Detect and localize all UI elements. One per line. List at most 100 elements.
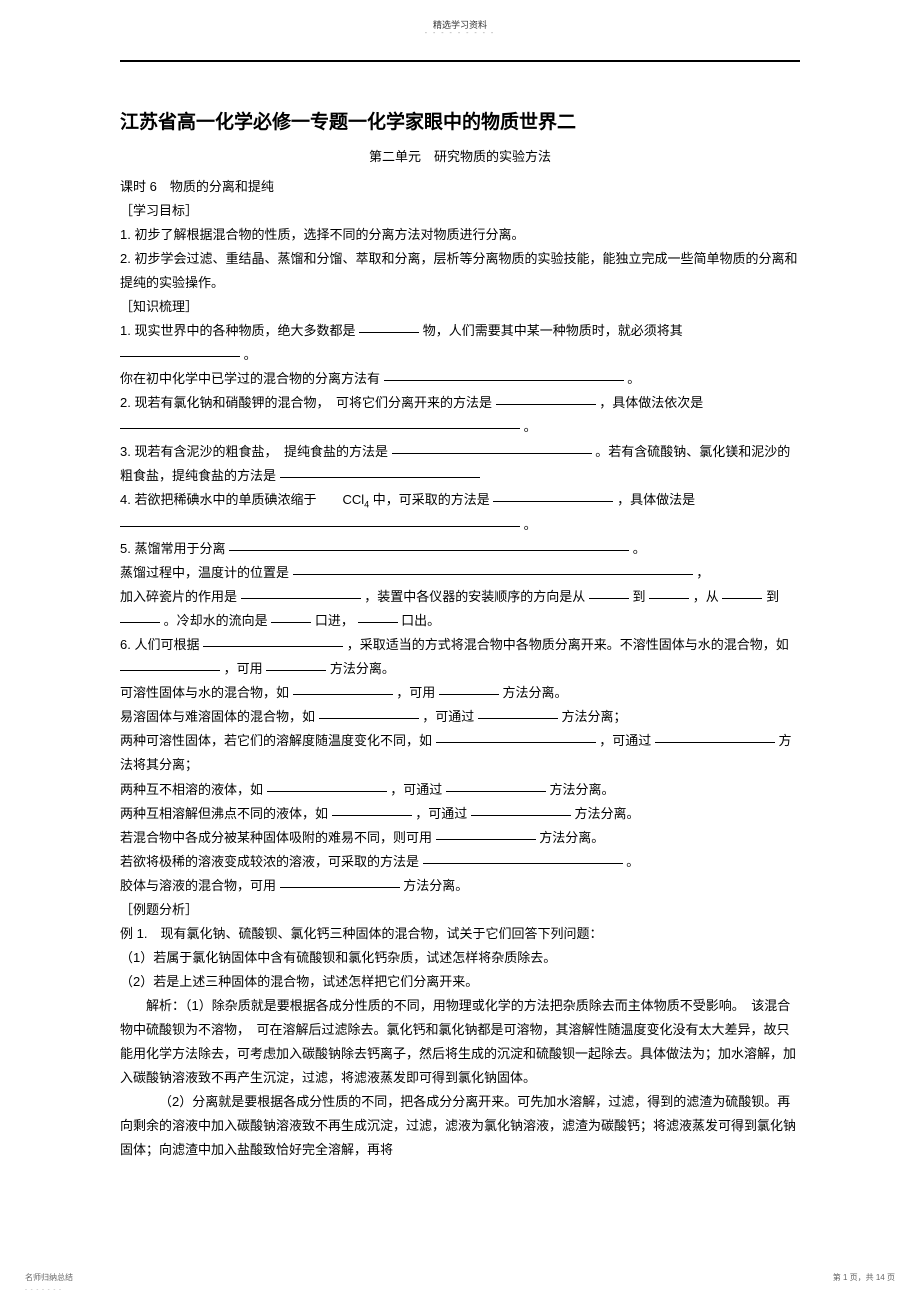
knowledge-item-4: 4. 若欲把稀碘水中的单质碘浓缩于 CCl4 中，可采取的方法是 ，具体做法是 … <box>120 488 800 537</box>
goals-heading: ［学习目标］ <box>120 199 800 223</box>
text: 两种互不相溶的液体，如 <box>120 782 263 797</box>
knowledge-item-6g: 若混合物中各成分被某种固体吸附的难易不同，则可用 方法分离。 <box>120 826 800 850</box>
knowledge-item-6f: 两种互相溶解但沸点不同的液体，如 ，可通过 方法分离。 <box>120 802 800 826</box>
example-1-q2: （2）若是上述三种固体的混合物，试述怎样把它们分离开来。 <box>120 970 800 994</box>
knowledge-item-6c: 易溶固体与难溶固体的混合物，如 ，可通过 方法分离； <box>120 705 800 729</box>
text: ，可通过 <box>422 709 474 724</box>
blank <box>267 791 387 792</box>
text: 到 <box>633 589 646 604</box>
examples-heading: ［例题分析］ <box>120 898 800 922</box>
text: 页，共 <box>847 1273 875 1282</box>
blank <box>280 477 480 478</box>
text: 可溶性固体与水的混合物，如 <box>120 685 289 700</box>
text: 方法分离。 <box>550 782 615 797</box>
goal-1: 1. 初步了解根据混合物的性质，选择不同的分离方法对物质进行分离。 <box>120 223 800 247</box>
blank <box>293 694 393 695</box>
text: 方法分离。 <box>539 830 604 845</box>
blank <box>229 550 629 551</box>
text: ，可用 <box>396 685 435 700</box>
text: ，可通过 <box>390 782 442 797</box>
text: 口出。 <box>401 613 440 628</box>
text: 。 <box>524 517 537 532</box>
text: ，可通过 <box>415 806 467 821</box>
goal-2: 2. 初步学会过滤、重结晶、蒸馏和分馏、萃取和分离，层析等分离物质的实验技能，能… <box>120 247 800 295</box>
knowledge-item-6d: 两种可溶性固体，若它们的溶解度随温度变化不同，如 ，可通过 方法将其分离； <box>120 729 800 777</box>
text: 两种互相溶解但沸点不同的液体，如 <box>120 806 328 821</box>
blank <box>332 815 412 816</box>
knowledge-item-1: 1. 现实世界中的各种物质，绝大多数都是 物，人们需要其中某一种物质时，就必须将… <box>120 319 800 367</box>
text: 1. 现实世界中的各种物质，绝大多数都是 <box>120 323 355 338</box>
knowledge-item-6e: 两种互不相溶的液体，如 ，可通过 方法分离。 <box>120 778 800 802</box>
knowledge-item-6: 6. 人们可根据 ，采取适当的方式将混合物中各物质分离开来。不溶性固体与水的混合… <box>120 633 800 681</box>
blank <box>120 526 520 527</box>
blank <box>280 887 400 888</box>
example-1-q1: （1）若属于氯化钠固体中含有硫酸钡和氯化钙杂质，试述怎样将杂质除去。 <box>120 946 800 970</box>
knowledge-item-6h: 若欲将极稀的溶液变成较浓的溶液，可采取的方法是 。 <box>120 850 800 874</box>
blank <box>496 404 596 405</box>
knowledge-heading: ［知识梳理］ <box>120 295 800 319</box>
blank <box>120 670 220 671</box>
blank <box>439 694 499 695</box>
blank <box>655 742 775 743</box>
text: 两种可溶性固体，若它们的溶解度随温度变化不同，如 <box>120 733 432 748</box>
example-1: 例 1. 现有氯化钠、硫酸钡、氯化钙三种固体的混合物，试关于它们回答下列问题： <box>120 922 800 946</box>
blank <box>241 598 361 599</box>
knowledge-item-5c: 加入碎瓷片的作用是 ，装置中各仪器的安装顺序的方向是从 到 ，从 到 。冷却水的… <box>120 585 800 633</box>
text: ，从 <box>693 589 719 604</box>
example-1-answer1: 解析：（1）除杂质就是要根据各成分性质的不同，用物理或化学的方法把杂质除去而主体… <box>120 994 800 1090</box>
text: ，采取适当的方式将混合物中各物质分离开来。不溶性固体与水的混合物，如 <box>347 637 789 652</box>
footer-left: 名师归纳总结 <box>25 1272 73 1283</box>
text: 5. 蒸馏常用于分离 <box>120 541 225 556</box>
text: 2. 现若有氯化钠和硝酸钾的混合物， 可将它们分离开来的方法是 <box>120 395 492 410</box>
text: 你在初中化学中已学过的混合物的分离方法有 <box>120 371 380 386</box>
blank <box>423 863 623 864</box>
page-title: 江苏省高一化学必修一专题一化学家眼中的物质世界二 <box>120 107 800 134</box>
text: 方法分离； <box>562 709 627 724</box>
blank <box>359 332 419 333</box>
lesson-heading: 课时 6 物质的分离和提纯 <box>120 175 800 199</box>
blank <box>120 428 520 429</box>
text: 中，可采取的方法是 <box>369 492 490 507</box>
text: 第 <box>833 1273 843 1282</box>
text: ，可用 <box>224 661 263 676</box>
text: 蒸馏过程中，温度计的位置是 <box>120 565 289 580</box>
text: 6. 人们可根据 <box>120 637 199 652</box>
blank <box>436 839 536 840</box>
text: 方法分离。 <box>575 806 640 821</box>
blank <box>493 501 613 502</box>
blank <box>649 598 689 599</box>
blank <box>319 718 419 719</box>
blank <box>384 380 624 381</box>
blank <box>478 718 558 719</box>
text: 。 <box>626 854 639 869</box>
text: 4. 若欲把稀碘水中的单质碘浓缩于 CCl <box>120 492 364 507</box>
blank <box>722 598 762 599</box>
text: 3. 现若有含泥沙的粗食盐， 提纯食盐的方法是 <box>120 444 388 459</box>
text: 口进， <box>315 613 354 628</box>
text: 。 <box>633 541 646 556</box>
knowledge-item-1b: 你在初中化学中已学过的混合物的分离方法有 。 <box>120 367 800 391</box>
blank <box>120 622 160 623</box>
content-area: 江苏省高一化学必修一专题一化学家眼中的物质世界二 第二单元 研究物质的实验方法 … <box>120 60 800 1162</box>
knowledge-item-6b: 可溶性固体与水的混合物，如 ，可用 方法分离。 <box>120 681 800 705</box>
text: 。 <box>627 371 640 386</box>
header-dots: - - - - - - - - - <box>425 30 496 37</box>
text: 。 <box>244 347 257 362</box>
blank <box>203 646 343 647</box>
text: ，装置中各仪器的安装顺序的方向是从 <box>364 589 585 604</box>
subtitle: 第二单元 研究物质的实验方法 <box>120 146 800 165</box>
body-text: 课时 6 物质的分离和提纯 ［学习目标］ 1. 初步了解根据混合物的性质，选择不… <box>120 175 800 1162</box>
blank <box>436 742 596 743</box>
text: 页 <box>885 1273 895 1282</box>
knowledge-item-5: 5. 蒸馏常用于分离 。 <box>120 537 800 561</box>
text: 物，人们需要其中某一种物质时，就必须将其 <box>423 323 683 338</box>
text: ，具体做法是 <box>617 492 695 507</box>
blank <box>120 356 240 357</box>
footer-right: 第 1 页，共 14 页 <box>833 1272 895 1283</box>
knowledge-item-5b: 蒸馏过程中，温度计的位置是 ， <box>120 561 800 585</box>
text: ， <box>696 565 709 580</box>
text: 加入碎瓷片的作用是 <box>120 589 237 604</box>
text: 胶体与溶液的混合物，可用 <box>120 878 276 893</box>
text: 若欲将极稀的溶液变成较浓的溶液，可采取的方法是 <box>120 854 419 869</box>
text: ，可通过 <box>599 733 651 748</box>
